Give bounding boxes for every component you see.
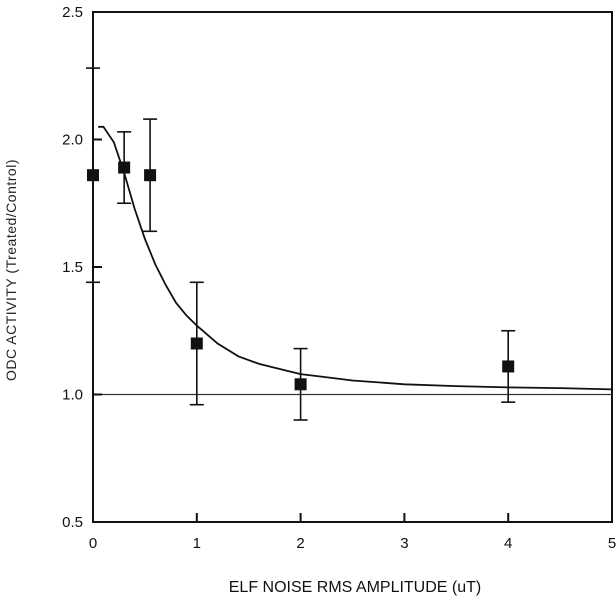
y-tick-label: 2.5	[62, 4, 83, 21]
x-tick-label: 1	[193, 535, 201, 552]
x-axis-title: ELF NOISE RMS AMPLITUDE (uT)	[229, 579, 481, 596]
data-point-group	[143, 118, 158, 233]
data-points-layer	[86, 67, 516, 421]
data-point-group	[189, 281, 204, 406]
x-tick-label: 2	[296, 535, 304, 552]
x-tick-label: 4	[504, 535, 512, 552]
fitted-curve	[98, 125, 613, 391]
data-point	[144, 169, 157, 182]
plot-border	[92, 11, 613, 523]
data-point-group	[86, 67, 100, 284]
plot-frame	[92, 11, 613, 523]
data-point-group	[293, 347, 308, 421]
data-point	[87, 169, 99, 182]
y-tick-label: 1.5	[62, 259, 83, 276]
y-tick-label: 2.0	[62, 132, 83, 149]
y-tick-label: 0.5	[62, 514, 83, 531]
y-tick-label: 1.0	[62, 387, 83, 404]
data-point-group	[117, 131, 132, 205]
x-tick-label: 0	[89, 535, 97, 552]
fitted-curve-layer	[98, 125, 613, 391]
y-axis-title: ODC ACTIVITY (Treated/Control)	[3, 159, 19, 381]
data-point	[118, 161, 131, 174]
data-point	[190, 337, 203, 350]
x-tick-label: 3	[400, 535, 408, 552]
data-point-group	[501, 329, 516, 403]
data-point	[294, 378, 307, 391]
x-tick-label: 5	[608, 535, 616, 552]
axis-ticks-layer: 0.5 1.0 1.5 2.0 2.5 0 1 2 3 4 5	[62, 4, 616, 552]
data-point	[502, 360, 515, 373]
